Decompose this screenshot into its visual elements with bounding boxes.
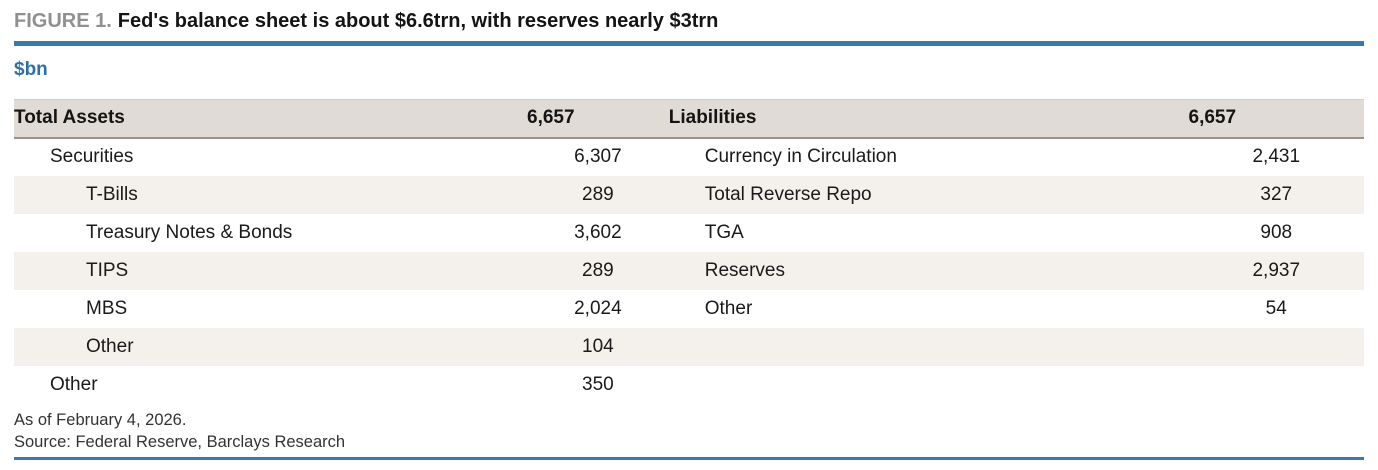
- figure-number-label: FIGURE 1.: [14, 10, 112, 32]
- liability-value: 54: [1265, 297, 1287, 319]
- figure-title: Fed's balance sheet is about $6.6trn, wi…: [117, 10, 719, 32]
- liability-label: Reserves: [704, 259, 785, 281]
- table-row: Other 350: [14, 365, 1365, 404]
- asset-value: 2,024: [574, 297, 622, 319]
- table-row: Securities 6,307 Currency in Circulation…: [14, 137, 1364, 176]
- liabilities-total-value: 6,657: [1188, 107, 1237, 129]
- unit-label: $bn: [14, 59, 48, 80]
- asset-value: 3,602: [574, 221, 622, 243]
- liability-label: Other: [704, 297, 753, 319]
- total-assets-value: 6,657: [527, 107, 575, 129]
- source-note: Source: Federal Reserve, Barclays Resear…: [14, 432, 346, 451]
- table-row: T-Bills 289 Total Reverse Repo 327: [14, 175, 1364, 214]
- bottom-rule-divider: [14, 456, 1364, 460]
- table-row: MBS 2,024 Other 54: [14, 289, 1364, 328]
- liability-label: [669, 328, 1189, 366]
- liability-value: 2,431: [1252, 146, 1301, 167]
- asset-value: 289: [582, 259, 614, 281]
- asset-value: 104: [582, 335, 614, 357]
- liability-value: 327: [1260, 183, 1293, 205]
- total-assets-header: Total Assets: [14, 107, 125, 129]
- table-row: Treasury Notes & Bonds 3,602 TGA 908: [14, 213, 1364, 252]
- table-row: Other 104: [14, 327, 1365, 366]
- figure-title-row: FIGURE 1. Fed's balance sheet is about $6…: [14, 8, 1364, 34]
- asset-label: TIPS: [86, 259, 129, 281]
- liability-label: Total Reverse Repo: [704, 183, 872, 205]
- table-header-row: Total Assets 6,657 Liabilities 6,657: [14, 99, 1364, 138]
- asset-label: MBS: [86, 297, 128, 319]
- liability-value: 908: [1260, 221, 1293, 243]
- liability-label: [669, 366, 1189, 404]
- liability-value: [1189, 366, 1365, 404]
- liability-value: 2,937: [1252, 259, 1301, 281]
- liabilities-header: Liabilities: [668, 107, 757, 129]
- as-of-note: As of February 4, 2026.: [14, 410, 187, 429]
- asset-label: Treasury Notes & Bonds: [86, 221, 293, 243]
- liability-label: Currency in Circulation: [704, 146, 897, 167]
- asset-label: Securities: [50, 146, 134, 167]
- asset-value: 350: [582, 373, 614, 395]
- top-rule-divider: [14, 41, 1364, 46]
- liability-label: TGA: [704, 221, 744, 243]
- asset-value: 289: [582, 183, 614, 205]
- balance-sheet-table: Total Assets 6,657 Liabilities 6,657 Sec…: [14, 99, 1364, 404]
- asset-label: Other: [50, 373, 98, 395]
- footnotes: As of February 4, 2026. Source: Federal …: [14, 409, 1364, 453]
- asset-value: 6,307: [574, 146, 622, 167]
- liability-value: [1189, 328, 1365, 366]
- asset-label: T-Bills: [86, 183, 138, 205]
- table-row: TIPS 289 Reserves 2,937: [14, 251, 1364, 290]
- asset-label: Other: [86, 335, 134, 357]
